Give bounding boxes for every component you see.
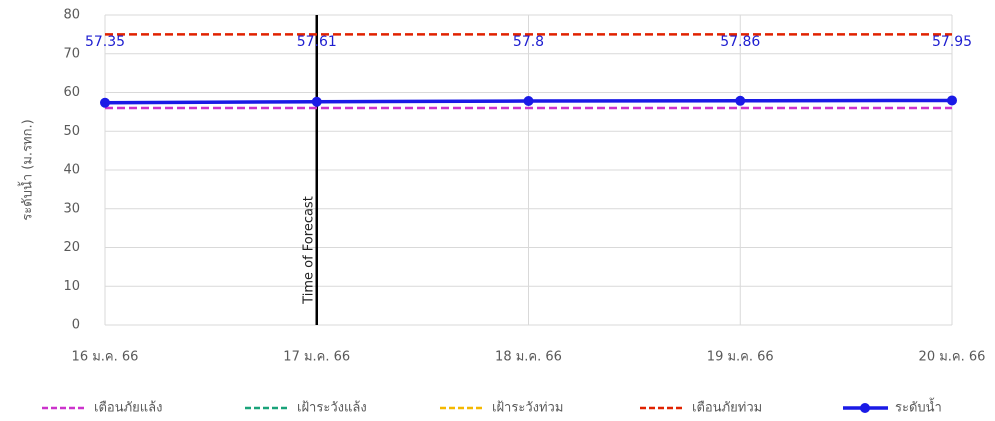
y-tick-label: 30 — [63, 201, 80, 216]
y-axis-label: ระดับน้ำ (ม.รทก.) — [18, 119, 36, 220]
y-tick-label: 40 — [63, 163, 80, 178]
value-label: 57.35 — [85, 34, 125, 50]
legend-label: เตือนภัยแล้ง — [94, 400, 162, 416]
legend-label: ระดับน้ำ — [895, 398, 942, 416]
legend-label: เตือนภัยท่วม — [692, 400, 762, 416]
y-tick-label: 70 — [63, 46, 80, 61]
value-label: 57.8 — [513, 34, 544, 50]
x-tick-label: 16 ม.ค. 66 — [72, 350, 139, 365]
x-tick-label: 20 ม.ค. 66 — [919, 350, 986, 365]
point — [735, 95, 746, 106]
x-tick-label: 19 ม.ค. 66 — [707, 350, 774, 365]
point — [311, 96, 322, 107]
x-tick-label: 17 ม.ค. 66 — [283, 350, 350, 365]
legend-item: เฝ้าระวังแล้ง — [245, 401, 367, 416]
value-label: 57.61 — [297, 34, 337, 50]
legend-label: เฝ้าระวังท่วม — [492, 401, 563, 416]
legend-item: ระดับน้ำ — [843, 398, 942, 416]
y-tick-label: 10 — [63, 279, 80, 294]
legend-item: เฝ้าระวังท่วม — [440, 401, 563, 416]
value-label: 57.95 — [932, 34, 972, 50]
legend-item: เตือนภัยแล้ง — [42, 400, 162, 416]
point — [523, 96, 534, 107]
legend-item: เตือนภัยท่วม — [640, 400, 762, 416]
point — [947, 95, 957, 106]
y-tick-label: 60 — [63, 85, 80, 100]
legend-label: เฝ้าระวังแล้ง — [297, 401, 367, 416]
legend-marker — [860, 403, 870, 413]
value-label: 57.86 — [720, 34, 760, 50]
y-tick-label: 80 — [63, 8, 80, 23]
y-tick-label: 50 — [63, 124, 80, 139]
x-tick-label: 18 ม.ค. 66 — [495, 350, 562, 365]
y-tick-label: 0 — [72, 318, 80, 333]
y-tick-label: 20 — [63, 240, 80, 255]
point — [100, 97, 110, 108]
annotation: Time of Forecast — [301, 196, 316, 305]
